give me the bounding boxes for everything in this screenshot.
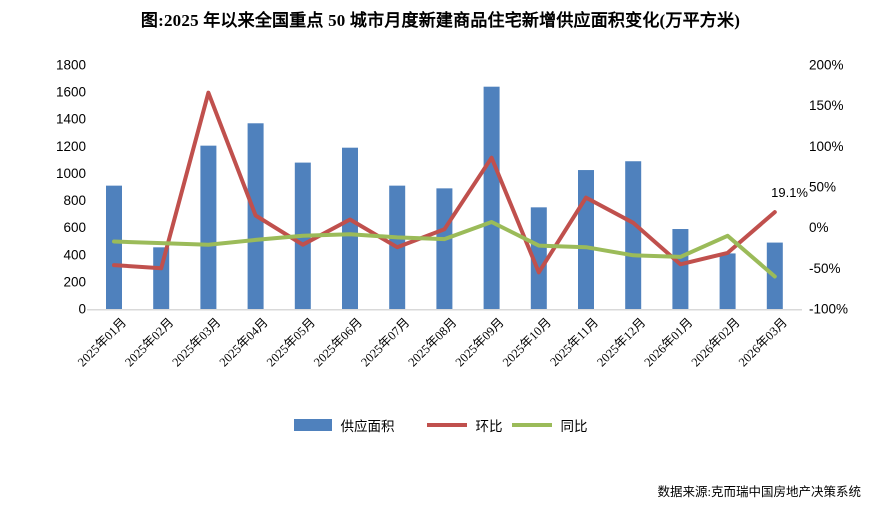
x-axis-category-label: 2026年01月 xyxy=(641,315,695,369)
x-axis-category-label: 2025年04月 xyxy=(217,315,271,369)
bar-2025年08月 xyxy=(436,188,453,309)
bar-2025年09月 xyxy=(483,86,500,309)
left-axis-tick-label: 1200 xyxy=(56,139,86,154)
left-axis-tick-label: 600 xyxy=(63,220,86,235)
right-axis-tick-label: -50% xyxy=(809,261,841,276)
left-axis-tick-label: 1800 xyxy=(56,58,86,73)
legend-label-yoy: 同比 xyxy=(560,419,588,434)
legend-bar-swatch xyxy=(293,419,332,431)
bar-2025年06月 xyxy=(342,147,358,309)
left-axis-tick-label: 1000 xyxy=(56,166,86,181)
right-axis-tick-label: 50% xyxy=(809,180,836,195)
x-axis-category-label: 2025年10月 xyxy=(500,315,554,369)
yoy-line xyxy=(112,220,777,279)
right-axis-tick-label: 0% xyxy=(809,220,829,235)
bar-2025年01月 xyxy=(106,185,122,309)
left-axis-tick-label: 1600 xyxy=(56,85,86,100)
bar-2025年12月 xyxy=(625,161,642,309)
x-axis-category-label: 2025年02月 xyxy=(122,315,176,369)
right-axis-tick-label: -100% xyxy=(809,302,848,317)
left-axis-tick-label: 800 xyxy=(63,193,86,208)
bar-2025年03月 xyxy=(200,145,217,309)
x-axis-category-label: 2025年06月 xyxy=(311,315,365,369)
left-axis-tick-label: 400 xyxy=(63,247,86,262)
legend-label-supply: 供应面积 xyxy=(340,419,395,434)
x-axis-category-label: 2025年08月 xyxy=(405,315,459,369)
x-axis-category-label: 2025年01月 xyxy=(75,315,129,369)
bar-2025年10月 xyxy=(530,207,547,309)
left-axis-tick-label: 0 xyxy=(78,302,86,317)
right-axis-tick-label: 200% xyxy=(809,58,844,73)
bar-2025年11月 xyxy=(578,170,594,309)
left-axis-tick-label: 200 xyxy=(63,274,86,289)
x-axis-category-label: 2025年05月 xyxy=(264,315,318,369)
x-axis-category-label: 2025年03月 xyxy=(169,315,223,369)
x-axis-category-label: 2025年12月 xyxy=(594,315,648,369)
x-axis-category-label: 2026年02月 xyxy=(689,315,743,369)
legend-mom-line-swatch xyxy=(426,423,467,427)
mom-last-point-label: 19.1% xyxy=(771,185,808,200)
legend-label-mom: 环比 xyxy=(475,419,503,434)
bar-2025年02月 xyxy=(153,247,170,309)
data-source-caption: 数据来源:克而瑞中国房地产决策系统 xyxy=(657,485,861,499)
chart-plot-area: 1800 1600 1400 1200 1000 800 600 400 200 0 200% 150… xyxy=(56,58,848,370)
chart-legend: 供应面积 环比 同比 xyxy=(0,415,881,435)
x-axis-category-label: 2025年07月 xyxy=(358,315,412,369)
left-axis-tick-label: 1400 xyxy=(56,112,86,127)
x-axis-category-label: 2025年09月 xyxy=(453,315,507,369)
x-axis-category-label: 2025年11月 xyxy=(547,315,601,369)
right-axis-tick-label: 150% xyxy=(809,98,844,113)
bar-2026年01月 xyxy=(672,229,689,309)
chart-title: 图:2025 年以来全国重点 50 城市月度新建商品住宅新增供应面积变化(万平方… xyxy=(140,11,741,30)
mom-line xyxy=(112,90,777,275)
x-axis-category-label: 2026年03月 xyxy=(736,315,790,369)
bar-2026年02月 xyxy=(719,253,736,309)
legend-yoy-line-swatch xyxy=(511,423,552,427)
right-axis-tick-label: 100% xyxy=(809,139,844,154)
